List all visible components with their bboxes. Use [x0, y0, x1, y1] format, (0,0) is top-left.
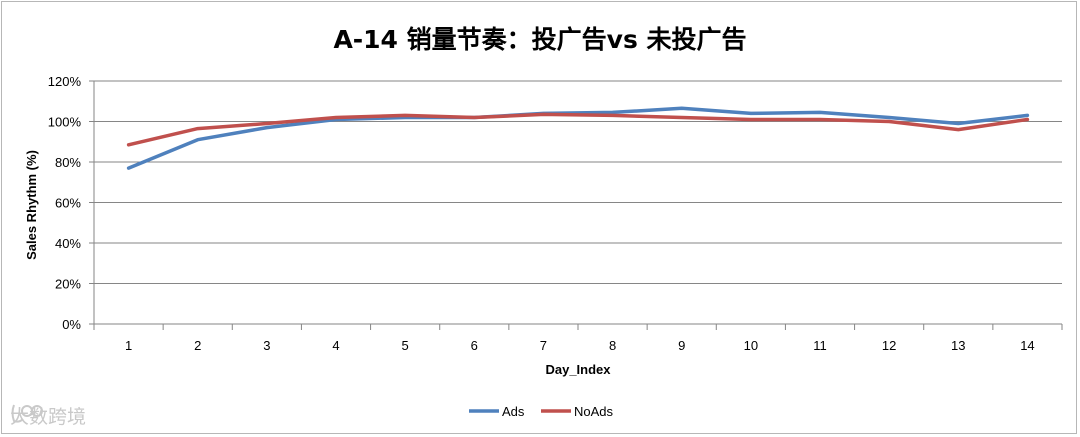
y-tick-label: 100% — [48, 115, 82, 130]
y-tick-label: 40% — [55, 236, 81, 251]
legend-label: NoAds — [574, 404, 614, 419]
x-tick-label: 5 — [402, 338, 409, 353]
legend-label: Ads — [502, 404, 525, 419]
x-tick-label: 6 — [471, 338, 478, 353]
watermark: 大数跨境 — [10, 402, 86, 429]
y-axis-title: Sales Rhythm (%) — [24, 150, 39, 260]
y-tick-label: 80% — [55, 155, 81, 170]
x-tick-labels: 1 2 3 4 5 6 7 8 9 10 11 12 13 14 — [125, 338, 1035, 353]
chart-title: A-14 销量节奏：投广告vs 未投广告 — [333, 25, 747, 54]
x-tick-label: 7 — [540, 338, 547, 353]
series-line-noads — [126, 112, 1030, 147]
x-tick-label: 12 — [882, 338, 896, 353]
gridlines — [94, 80, 1062, 284]
x-tick-label: 14 — [1020, 338, 1034, 353]
x-tick-label: 2 — [194, 338, 201, 353]
series-lines — [126, 106, 1030, 170]
legend: Ads NoAds — [469, 404, 614, 419]
y-tick-labels: 0% 20% 40% 60% 80% 100% 120% — [48, 74, 82, 332]
x-tick-label: 11 — [813, 338, 827, 353]
y-tick-label: 120% — [48, 74, 82, 89]
brand-logo-icon — [11, 404, 43, 423]
x-tick-label: 4 — [332, 338, 339, 353]
series-line-ads — [126, 106, 1030, 170]
x-axis-title: Day_Index — [545, 362, 611, 377]
x-tick-label: 9 — [678, 338, 685, 353]
y-tick-label: 20% — [55, 277, 81, 292]
watermark-text: 大数跨境 — [10, 406, 87, 428]
y-tick-label: 60% — [55, 196, 81, 211]
x-tick-label: 10 — [744, 338, 758, 353]
x-tick-label: 8 — [609, 338, 616, 353]
x-tick-label: 3 — [263, 338, 270, 353]
axes — [89, 80, 1063, 330]
x-tick-label: 13 — [951, 338, 965, 353]
y-tick-label: 0% — [62, 317, 81, 332]
x-tick-label: 1 — [125, 338, 132, 353]
